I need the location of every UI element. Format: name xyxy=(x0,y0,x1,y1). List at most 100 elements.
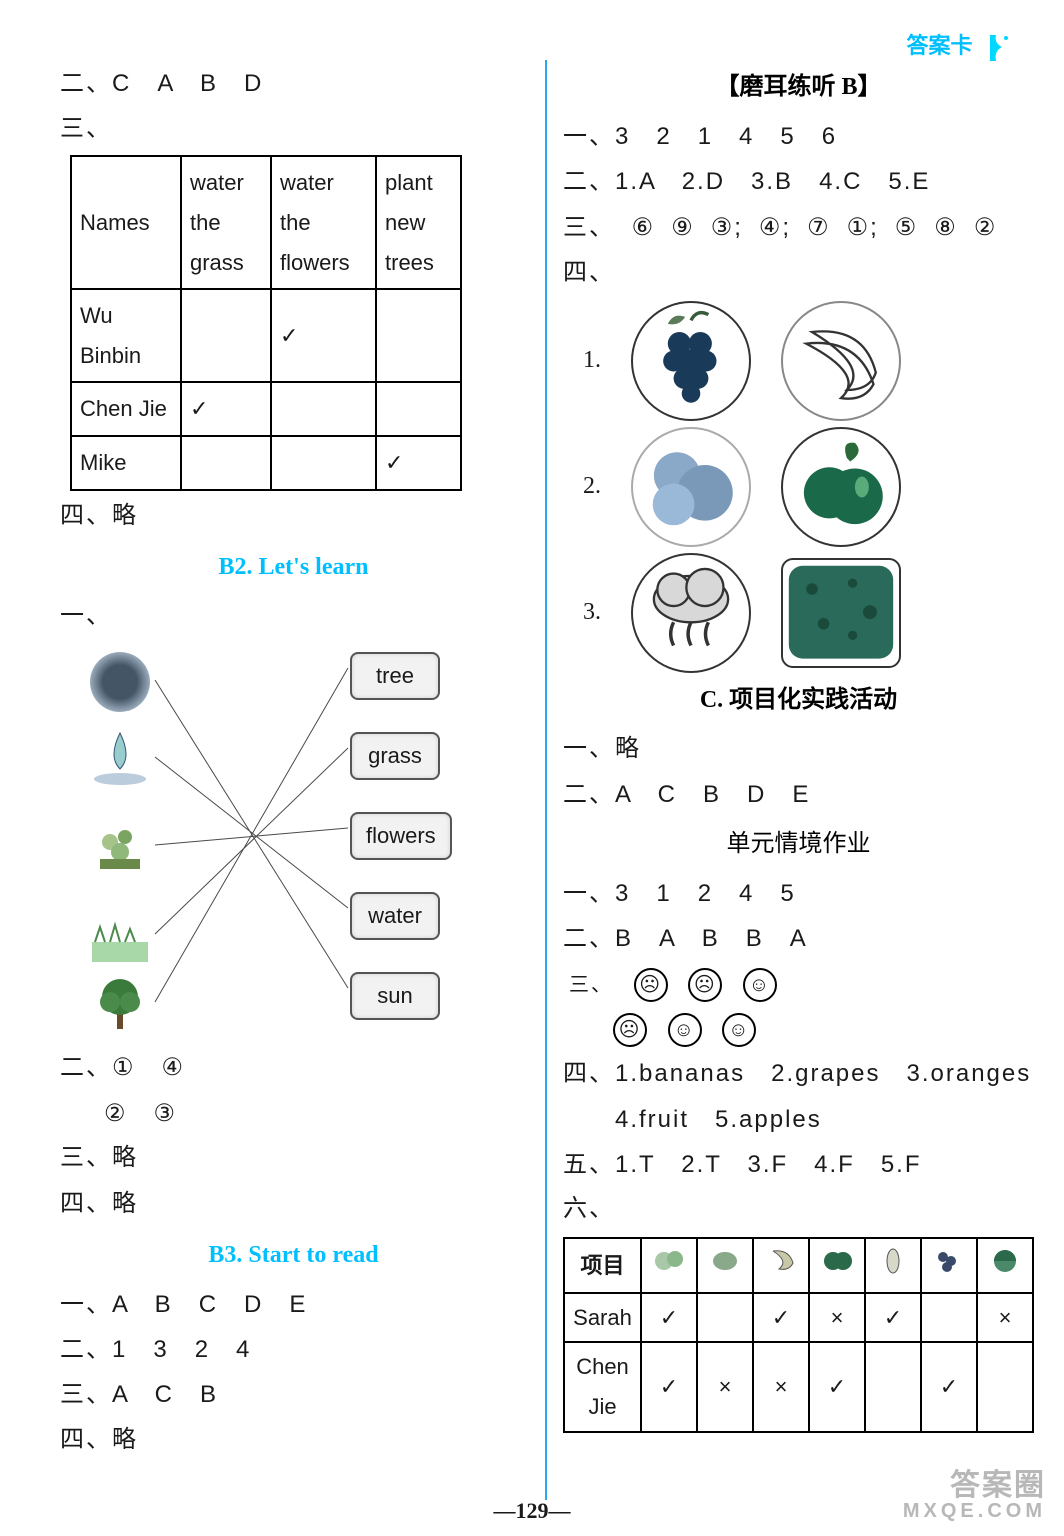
cell: ✓ xyxy=(271,289,376,382)
grass-icon xyxy=(90,907,150,967)
fruit-num: 2. xyxy=(583,465,601,508)
cell-name: Chen Jie xyxy=(71,382,181,436)
names-table: Names water the grass water the flowers … xyxy=(70,155,462,490)
th-trees: plant new trees xyxy=(376,156,461,289)
table-row: Wu Binbin ✓ xyxy=(71,289,461,382)
r3-prefix: 三、 xyxy=(563,215,615,241)
listen-title: 【磨耳练听 B】 xyxy=(563,66,1034,109)
cell xyxy=(271,436,376,490)
circled-number: ④; xyxy=(759,214,791,241)
flowers-icon xyxy=(90,817,150,877)
face-sad-icon: ☹ xyxy=(634,968,668,1002)
match-label-flowers: flowers xyxy=(350,812,452,860)
q2b-line1: ① ④ xyxy=(112,1054,185,1081)
u2: 二、B A B B A xyxy=(563,917,1034,960)
cell xyxy=(977,1342,1033,1431)
matching-diagram: tree grass flowers water sun xyxy=(70,642,527,1042)
logo-icon xyxy=(984,33,1014,63)
fruit-col-icon xyxy=(977,1238,1033,1293)
c2: 二、A C B D E xyxy=(563,773,1034,816)
circled-number: ③; xyxy=(711,214,743,241)
unit-title: 单元情境作业 xyxy=(563,823,1034,866)
fruit-num: 1. xyxy=(583,339,601,382)
circled-number: ⑤ xyxy=(895,214,919,241)
match-line xyxy=(155,680,348,988)
cell-name: Mike xyxy=(71,436,181,490)
cell: × xyxy=(809,1293,865,1343)
fruit-col-icon xyxy=(865,1238,921,1293)
sponge-icon xyxy=(781,558,901,668)
q4: 四、略 xyxy=(60,495,527,538)
tree-icon xyxy=(90,972,150,1032)
cell: ✓ xyxy=(753,1293,809,1343)
r1: 一、3 2 1 4 5 6 xyxy=(563,115,1034,158)
q2-answers: C A B D xyxy=(112,70,263,97)
cell xyxy=(181,436,271,490)
u1: 一、3 1 2 4 5 xyxy=(563,872,1034,915)
th-item: 项目 xyxy=(564,1238,641,1293)
r2: 二、1.A 2.D 3.B 4.C 5.E xyxy=(563,160,1034,203)
fruit-col-icon xyxy=(809,1238,865,1293)
cell xyxy=(181,289,271,382)
face-happy-icon: ☺ xyxy=(722,1013,756,1047)
th-flowers: water the flowers xyxy=(271,156,376,289)
fruit-row: 1. xyxy=(583,301,1034,421)
c1: 一、略 xyxy=(563,728,1034,771)
grapes-icon xyxy=(631,301,751,421)
match-line xyxy=(155,757,348,908)
u3-row1: 三、 ☹ ☹ ☺ xyxy=(563,962,1034,1005)
cell: ✓ xyxy=(921,1342,977,1431)
match-line xyxy=(155,668,348,1002)
q4b: 四、略 xyxy=(60,1183,527,1226)
cell: × xyxy=(697,1342,753,1431)
b3-q4: 四、略 xyxy=(60,1419,527,1462)
cell xyxy=(921,1293,977,1343)
cell: ✓ xyxy=(809,1342,865,1431)
b3-q3: 三、A C B xyxy=(60,1373,527,1416)
th-names: Names xyxy=(71,156,181,289)
c-title: C. 项目化实践活动 xyxy=(563,679,1034,722)
bananas-icon xyxy=(781,301,901,421)
u3-prefix: 三、 xyxy=(569,975,613,995)
table-row: Chen Jie ✓ × × ✓ ✓ xyxy=(564,1342,1033,1431)
blueberries-icon xyxy=(631,427,751,547)
table-row: Mike ✓ xyxy=(71,436,461,490)
match-line xyxy=(155,748,348,934)
cell: ✓ xyxy=(181,382,271,436)
cell xyxy=(271,382,376,436)
match-line xyxy=(155,828,348,845)
th-grass: water the grass xyxy=(181,156,271,289)
circled-number: ⑥ xyxy=(632,214,656,241)
cell: ✓ xyxy=(376,436,461,490)
cell-name: Chen Jie xyxy=(564,1342,641,1431)
b3-title: B3. Start to read xyxy=(60,1234,527,1277)
circled-number: ② xyxy=(974,214,998,241)
cell xyxy=(376,289,461,382)
u4b: 4.fruit 5.apples xyxy=(563,1098,1034,1141)
b3-q2: 二、1 3 2 4 xyxy=(60,1328,527,1371)
fruit-row: 2. xyxy=(583,427,1034,547)
watermark: 答案圈 MXQE.COM xyxy=(903,1470,1046,1523)
table-row: Sarah ✓ ✓ × ✓ × xyxy=(564,1293,1033,1343)
circled-number: ⑨ xyxy=(671,214,695,241)
face-sad-icon: ☹ xyxy=(613,1013,647,1047)
cell: × xyxy=(753,1342,809,1431)
cell: ✓ xyxy=(865,1293,921,1343)
q3-prefix: 三、 xyxy=(60,108,527,151)
q2b-prefix: 二、 xyxy=(60,1055,112,1081)
fruit-row: 3. xyxy=(583,553,1034,673)
r3: 三、 ⑥⑨③;④;⑦①;⑤⑧② xyxy=(563,206,1034,250)
q2-prefix: 二、 xyxy=(60,71,112,97)
cell xyxy=(865,1342,921,1431)
match-label-tree: tree xyxy=(350,652,440,700)
b2-q1-prefix: 一、 xyxy=(60,595,527,638)
fruit-col-icon xyxy=(921,1238,977,1293)
cell: × xyxy=(977,1293,1033,1343)
cell-name: Wu Binbin xyxy=(71,289,181,382)
match-label-sun: sun xyxy=(350,972,440,1020)
face-happy-icon: ☺ xyxy=(743,968,777,1002)
u5: 五、1.T 2.T 3.F 4.F 5.F xyxy=(563,1143,1034,1186)
rain-cloud-icon xyxy=(631,553,751,673)
match-label-water: water xyxy=(350,892,440,940)
u4: 四、1.bananas 2.grapes 3.oranges xyxy=(563,1052,1034,1095)
